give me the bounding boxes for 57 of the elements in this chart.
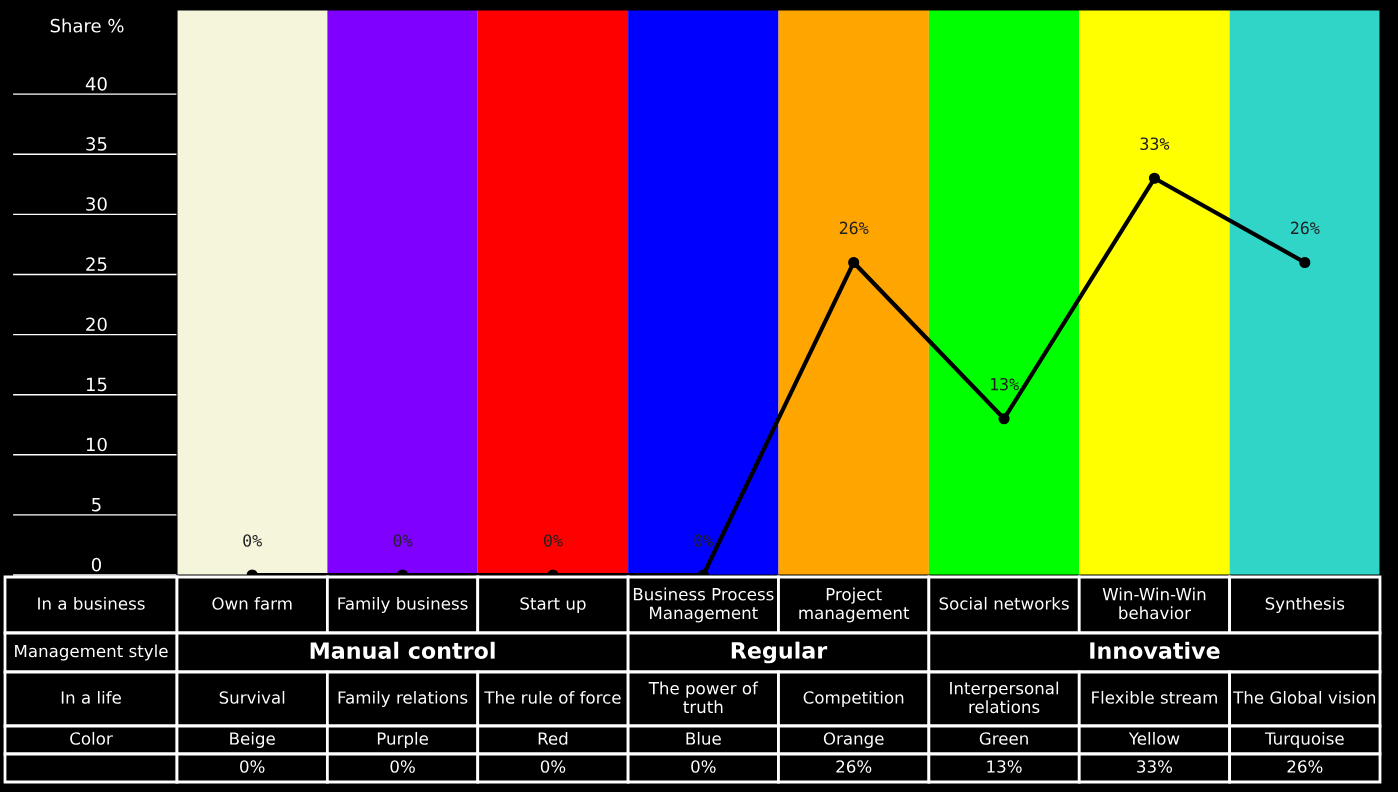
text: 33% xyxy=(1140,137,1170,151)
y-tick-label: 10 xyxy=(86,437,107,452)
text: 0% xyxy=(240,760,265,773)
x-tick-label: Own farm xyxy=(212,596,292,610)
text: 13% xyxy=(991,377,1019,391)
text: Survival xyxy=(219,690,285,704)
text: In a life xyxy=(61,690,121,704)
text: 0% xyxy=(243,534,262,547)
text: Purple xyxy=(377,731,428,749)
y-tick-label: 20 xyxy=(86,317,107,332)
text: 0% xyxy=(390,760,415,773)
text: 0% xyxy=(691,760,716,773)
y-tick-label: 30 xyxy=(86,197,107,211)
text: Interpersonal relations xyxy=(950,681,1059,714)
y-tick-label: 5 xyxy=(92,497,101,512)
text: 33% xyxy=(1137,760,1173,773)
text: Manual control xyxy=(310,641,495,659)
text: Blue xyxy=(686,731,721,745)
x-tick-label: Synthesis xyxy=(1265,596,1345,614)
text: 26% xyxy=(836,760,872,773)
y-axis-title: Share % xyxy=(50,18,124,33)
text: Green xyxy=(979,732,1028,745)
text: Competition xyxy=(803,690,904,708)
text: Red xyxy=(538,731,568,745)
text: 13% xyxy=(987,760,1022,773)
x-tick-label: Project management xyxy=(799,587,910,623)
text: Family relations xyxy=(338,690,468,708)
y-tick-label: 25 xyxy=(86,257,107,271)
text: 26% xyxy=(1291,221,1320,235)
text: Orange xyxy=(823,732,884,749)
y-tick-label: 35 xyxy=(86,137,107,151)
text: Innovative xyxy=(1090,641,1220,659)
text: Color xyxy=(70,731,113,745)
text: The power of truth xyxy=(648,681,759,714)
x-tick-label: Start up xyxy=(520,597,586,614)
text: Management style xyxy=(15,644,168,661)
x-tick-label: Win-Win-Win behavior xyxy=(1102,587,1206,620)
y-tick-label: 15 xyxy=(86,377,107,392)
text: 0% xyxy=(393,534,413,547)
text: 0% xyxy=(543,534,563,547)
text: Yellow xyxy=(1128,731,1180,745)
text: 0% xyxy=(540,760,566,773)
text: Beige xyxy=(230,731,275,749)
y-tick-label: 40 xyxy=(85,76,107,91)
y-tick-label: 0 xyxy=(91,557,101,572)
text: Turquoise xyxy=(1264,731,1344,749)
x-axis-title: In a business xyxy=(38,596,145,610)
x-tick-label: Business Process Management xyxy=(633,587,774,623)
text: Regular xyxy=(731,641,828,664)
text: 26% xyxy=(839,221,869,235)
text: 26% xyxy=(1287,760,1323,773)
text: Flexible stream xyxy=(1092,690,1217,704)
text: 0% xyxy=(694,534,714,547)
x-tick-label: Social networks xyxy=(939,596,1069,610)
x-tick-label: Family business xyxy=(338,596,468,614)
text: The Global vision xyxy=(1233,690,1376,704)
text: The rule of force xyxy=(484,690,621,704)
